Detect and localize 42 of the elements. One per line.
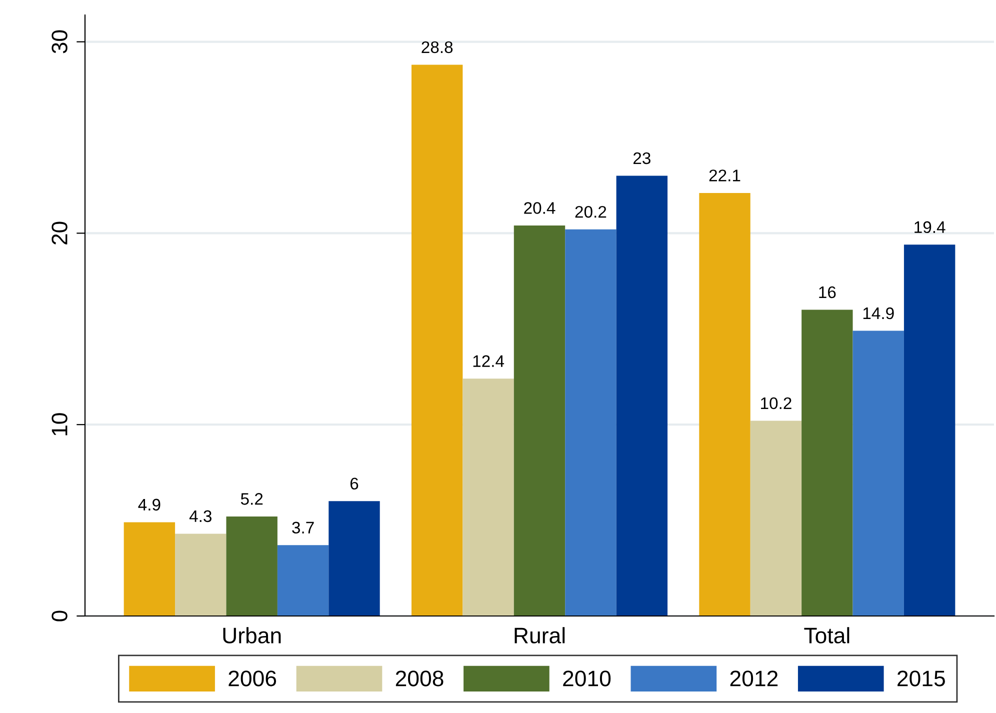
legend-label: 2006 <box>228 670 276 686</box>
legend-label: 2010 <box>563 670 611 686</box>
x-tick-label: Total <box>804 627 850 644</box>
data-label: 20.2 <box>575 206 606 218</box>
data-label: 4.3 <box>189 510 212 522</box>
data-label: 12.4 <box>473 355 504 367</box>
y-tick-label: 30 <box>52 30 68 54</box>
y-tick-label: 20 <box>52 222 68 244</box>
bar <box>124 522 176 616</box>
legend-label: 2008 <box>396 670 444 686</box>
data-label: 6 <box>350 478 358 490</box>
bar <box>411 64 463 616</box>
data-label: 19.4 <box>914 221 946 234</box>
data-label: 23 <box>633 152 650 164</box>
bar <box>565 229 616 616</box>
bar <box>904 244 956 616</box>
x-tick-label: Rural <box>514 627 565 644</box>
data-label: 5.2 <box>240 493 263 505</box>
y-tick-label: 0 <box>52 610 68 622</box>
bar <box>699 193 750 616</box>
bar <box>750 420 802 616</box>
legend-label: 2015 <box>898 670 945 686</box>
x-tick-label: Urban <box>223 627 281 644</box>
data-label: 28.8 <box>422 41 453 54</box>
data-label: 22.1 <box>709 170 740 182</box>
bar <box>462 378 514 616</box>
bar <box>328 501 380 616</box>
bar <box>277 545 329 616</box>
data-label: 3.7 <box>292 522 314 534</box>
legend-label: 2012 <box>730 670 778 686</box>
bar <box>616 176 668 616</box>
data-label: 10.2 <box>761 397 792 410</box>
data-label: 16 <box>819 286 836 298</box>
y-tick-label: 10 <box>52 413 68 436</box>
data-label: 4.9 <box>138 498 160 511</box>
bar <box>514 226 566 616</box>
bar <box>226 516 278 616</box>
bar <box>802 310 853 616</box>
data-label: 14.9 <box>863 307 894 320</box>
data-label: 20.4 <box>524 202 556 214</box>
bar <box>175 534 226 616</box>
bar <box>852 330 904 616</box>
